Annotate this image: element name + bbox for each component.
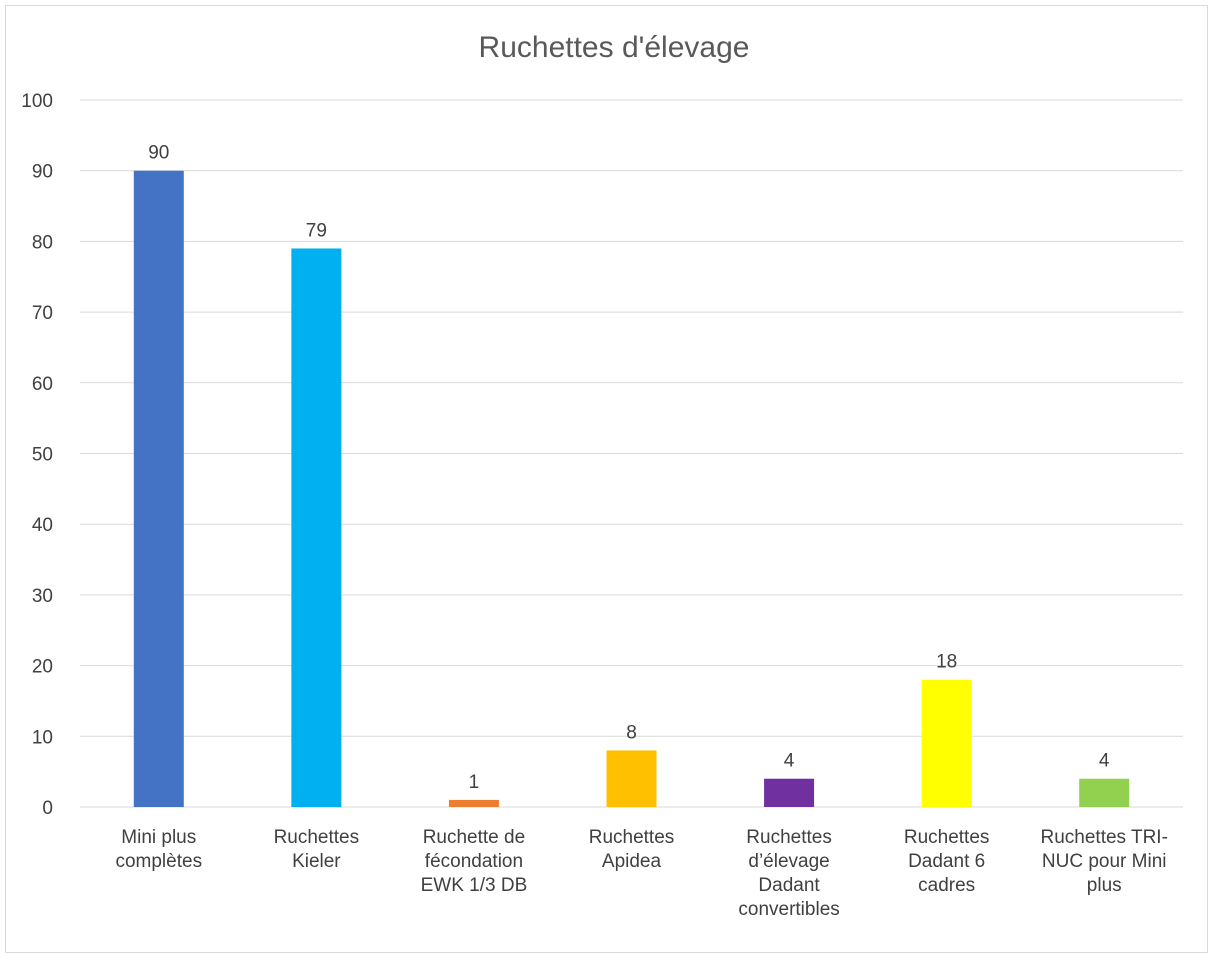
category-label-line: plus [1087, 875, 1122, 896]
bar [606, 750, 657, 807]
y-tick-label: 50 [32, 445, 53, 466]
category-label-line: Ruchettes TRI- [1041, 827, 1168, 848]
category-label-line: Dadant 6 [908, 851, 985, 872]
y-tick-label: 60 [32, 374, 53, 395]
category-label-line: Dadant [758, 875, 820, 896]
bar [921, 679, 972, 807]
bar [291, 248, 342, 808]
category-label-line: Ruchettes [904, 827, 990, 848]
bar [764, 778, 815, 807]
category-label: Ruchettes d’élevage Dadant convertibles [738, 827, 839, 920]
y-tick-label: 90 [32, 162, 53, 183]
category-label-line: Ruchettes [589, 827, 675, 848]
y-tick-label: 80 [32, 232, 53, 253]
category-label-line: Mini plus [121, 827, 196, 848]
y-tick-label: 40 [32, 515, 53, 536]
category-label: Ruchettes TRI- NUC pour Mini plus [1041, 827, 1168, 896]
category-label: Ruchettes Dadant 6 cadres [904, 827, 990, 896]
data-label: 79 [306, 220, 327, 241]
data-label: 4 [784, 751, 795, 772]
category-label-line: Apidea [602, 851, 662, 872]
category-label: Ruchette de fécondation EWK 1/3 DB [421, 827, 528, 896]
y-tick-label: 70 [32, 303, 53, 324]
category-label-line: d’élevage [748, 851, 829, 872]
category-label-line: complètes [115, 851, 202, 872]
category-label-line: Ruchette de [423, 827, 525, 848]
data-label: 4 [1099, 751, 1110, 772]
category-label-line: Ruchettes [746, 827, 832, 848]
category-label-line: EWK 1/3 DB [421, 875, 528, 896]
category-label-line: NUC pour Mini [1042, 851, 1167, 872]
y-tick-label: 10 [32, 727, 53, 748]
data-label: 18 [936, 652, 957, 673]
category-label-line: Kieler [292, 851, 341, 872]
data-label: 90 [148, 143, 169, 164]
y-tick-label: 30 [32, 586, 53, 607]
data-label: 8 [626, 722, 637, 743]
bar [133, 170, 184, 807]
bar [448, 799, 499, 807]
category-label: Ruchettes Kieler [274, 827, 360, 872]
category-label-line: fécondation [425, 851, 523, 872]
bar [1079, 778, 1130, 807]
chart-title: Ruchettes d'élevage [479, 31, 750, 64]
category-label-line: Ruchettes [274, 827, 360, 848]
category-label-line: convertibles [738, 899, 839, 920]
data-label: 1 [469, 772, 480, 793]
y-tick-label: 20 [32, 657, 53, 678]
y-tick-label: 0 [42, 798, 53, 819]
category-label-line: cadres [918, 875, 975, 896]
category-label: Ruchettes Apidea [589, 827, 675, 872]
y-tick-label: 100 [21, 91, 53, 112]
category-label: Mini plus complètes [115, 827, 202, 872]
